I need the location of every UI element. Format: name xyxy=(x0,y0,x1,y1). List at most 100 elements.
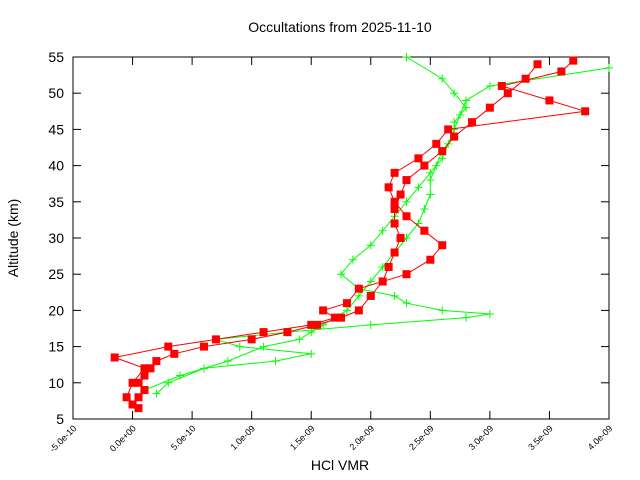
point xyxy=(384,262,393,271)
point xyxy=(438,74,447,83)
point xyxy=(295,335,304,344)
profile-line xyxy=(112,60,586,409)
y-tick-label: 5 xyxy=(56,411,64,427)
point xyxy=(283,328,292,337)
point xyxy=(485,81,494,90)
y-tick-label: 20 xyxy=(48,302,64,318)
point xyxy=(337,270,345,279)
point xyxy=(307,349,316,358)
point xyxy=(390,205,399,214)
y-tick-label: 55 xyxy=(48,49,64,65)
point xyxy=(128,378,137,387)
point xyxy=(557,67,566,76)
point xyxy=(432,139,441,148)
point xyxy=(134,393,143,402)
y-tick-label: 15 xyxy=(48,339,64,355)
x-tick-label: 0.0e+00 xyxy=(108,423,138,453)
x-tick-label: 4.0e-09 xyxy=(586,423,615,452)
point xyxy=(211,335,220,344)
point xyxy=(128,400,137,409)
y-tick-label: 45 xyxy=(48,121,64,137)
point xyxy=(331,313,340,322)
point xyxy=(402,53,411,61)
point xyxy=(146,364,155,373)
point xyxy=(426,255,435,264)
point xyxy=(384,183,393,192)
point xyxy=(521,74,530,83)
point xyxy=(450,89,459,98)
point xyxy=(420,226,429,235)
point xyxy=(110,353,119,362)
point xyxy=(485,310,494,319)
point xyxy=(438,241,447,250)
point xyxy=(444,125,453,134)
point xyxy=(545,96,554,105)
point xyxy=(307,328,316,337)
point xyxy=(402,176,411,185)
point xyxy=(432,161,441,170)
point xyxy=(569,56,578,65)
point xyxy=(497,81,506,90)
profile-line xyxy=(156,67,610,395)
point xyxy=(342,299,351,308)
point xyxy=(390,248,399,257)
point xyxy=(378,226,387,235)
point xyxy=(176,371,185,380)
x-tick-label: 3.0e-09 xyxy=(467,423,496,452)
point xyxy=(396,234,405,242)
x-tick-label: 2.5e-09 xyxy=(407,423,436,452)
point xyxy=(485,103,494,112)
point xyxy=(354,306,363,315)
point xyxy=(462,313,471,322)
point xyxy=(402,197,411,206)
point xyxy=(402,299,411,308)
point xyxy=(271,357,280,366)
point xyxy=(438,147,447,156)
point xyxy=(259,342,268,351)
point xyxy=(307,320,316,329)
x-tick-label: 3.5e-09 xyxy=(526,423,555,452)
point xyxy=(462,103,471,112)
point xyxy=(122,393,131,402)
point xyxy=(134,378,143,387)
profile-line xyxy=(132,63,538,405)
point xyxy=(468,118,477,127)
point xyxy=(152,389,161,398)
point xyxy=(426,176,435,185)
point xyxy=(200,342,209,351)
point xyxy=(337,313,345,322)
point xyxy=(235,342,244,351)
point xyxy=(366,291,375,300)
point xyxy=(354,284,363,293)
y-tick-label: 25 xyxy=(48,266,64,282)
x-axis-label: HCl VMR xyxy=(311,457,369,473)
point xyxy=(247,335,256,344)
point xyxy=(140,371,149,380)
point xyxy=(259,328,268,337)
chart-title: Occultations from 2025-11-10 xyxy=(248,19,432,35)
y-tick-label: 35 xyxy=(48,194,64,210)
y-tick-label: 10 xyxy=(48,375,64,391)
y-tick-label: 40 xyxy=(48,158,64,174)
point xyxy=(414,183,423,192)
point xyxy=(402,212,411,221)
point xyxy=(414,154,423,163)
point xyxy=(223,357,232,366)
point xyxy=(152,357,161,366)
point xyxy=(342,306,351,315)
point xyxy=(390,291,399,300)
point xyxy=(170,349,179,358)
point xyxy=(396,190,405,199)
point xyxy=(390,219,399,228)
point xyxy=(450,118,459,127)
point xyxy=(140,386,149,395)
point xyxy=(164,342,173,351)
point xyxy=(390,197,399,206)
x-tick-label: 1.5e-09 xyxy=(288,423,317,452)
point xyxy=(366,277,375,286)
point xyxy=(134,404,143,413)
y-tick-label: 50 xyxy=(48,85,64,101)
y-tick-label: 30 xyxy=(48,230,64,246)
